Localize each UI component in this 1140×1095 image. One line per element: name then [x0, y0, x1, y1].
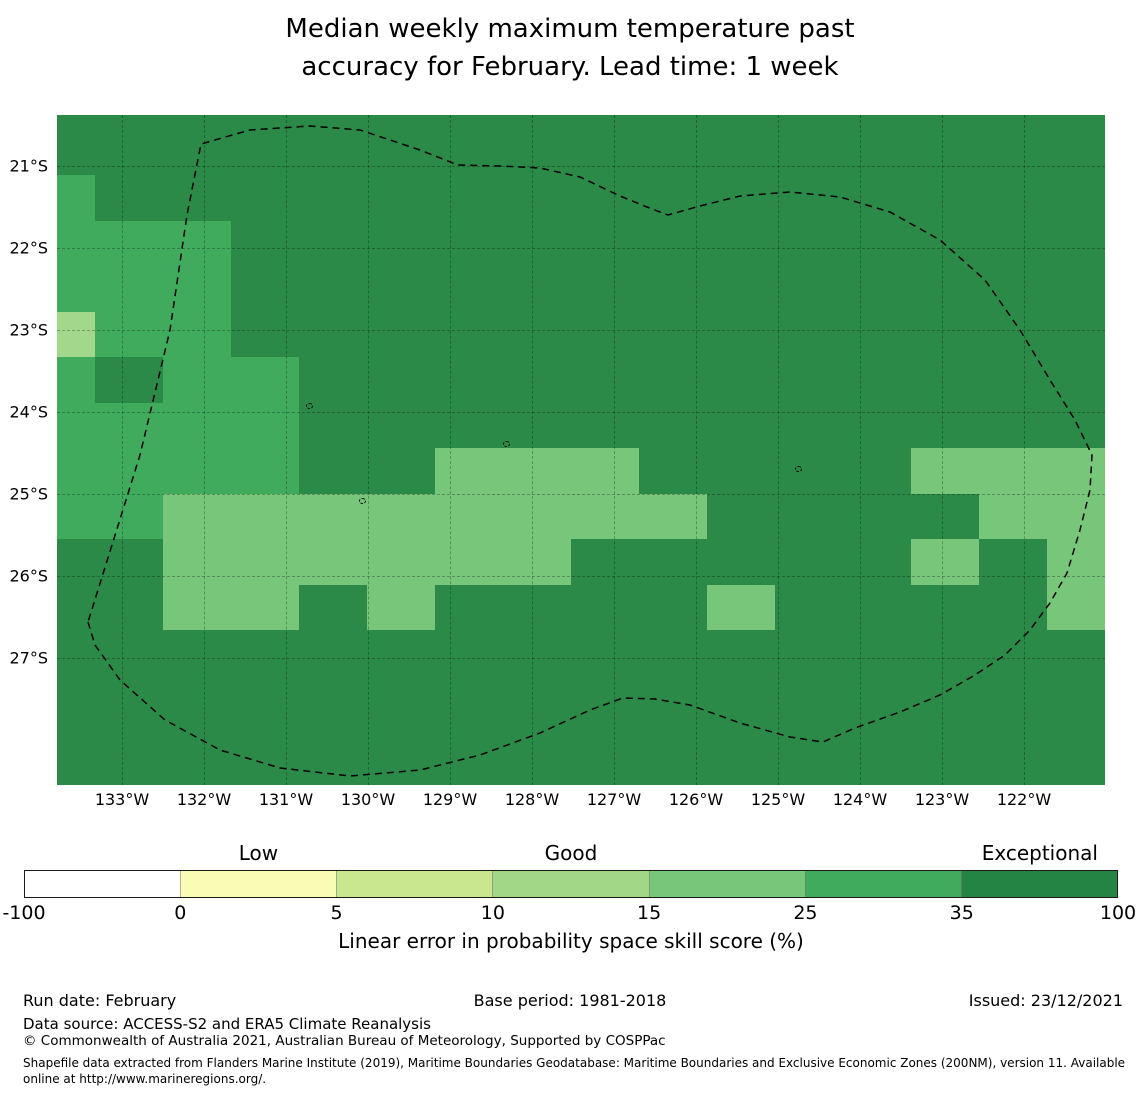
x-axis-tick-label: 122°W: [996, 790, 1052, 809]
x-axis-tick-label: 130°W: [340, 790, 396, 809]
map-cell: [95, 403, 163, 539]
x-axis-tick-label: 132°W: [176, 790, 232, 809]
x-axis-tick-label: 123°W: [914, 790, 970, 809]
map-cell: [1047, 539, 1105, 630]
colorbar-tick-label: 5: [330, 902, 343, 924]
x-axis-tick-label: 127°W: [586, 790, 642, 809]
x-axis-tick-label: 125°W: [750, 790, 806, 809]
map-area: [57, 115, 1105, 785]
shapefile-credit-line-2: online at http://www.marineregions.org/.: [23, 1072, 267, 1086]
y-axis-tick-label: 26°S: [9, 566, 48, 586]
colorbar-class-label: Exceptional: [981, 841, 1098, 865]
graticule-parallel: [57, 412, 1105, 413]
graticule-parallel: [57, 658, 1105, 659]
colorbar-segment: [336, 871, 493, 897]
colorbar-class-label: Good: [544, 841, 598, 865]
base-period-text: Base period: 1981-2018: [473, 991, 667, 1010]
graticule-parallel: [57, 248, 1105, 249]
map-cell: [163, 357, 299, 494]
graticule-meridian: [204, 115, 205, 785]
graticule-meridian: [942, 115, 943, 785]
colorbar-segment: [492, 871, 649, 897]
eez-boundary-layer: [87, 125, 1093, 777]
colorbar-segment: [180, 871, 337, 897]
x-axis-tick-label: 129°W: [422, 790, 478, 809]
colorbar-tick-label: -100: [2, 902, 46, 924]
colorbar-segment: [648, 871, 805, 897]
graticule-meridian: [532, 115, 533, 785]
graticule-meridian: [286, 115, 287, 785]
x-axis-tick-label: 128°W: [504, 790, 560, 809]
island-outline-marker: [306, 403, 313, 409]
map-cell: [95, 221, 231, 357]
graticule-parallel: [57, 494, 1105, 495]
map-cell: [57, 175, 95, 312]
graticule-meridian: [368, 115, 369, 785]
graticule-meridian: [450, 115, 451, 785]
graticule-parallel: [57, 330, 1105, 331]
shapefile-credit-line-1: Shapefile data extracted from Flanders M…: [23, 1056, 1126, 1070]
map-cell: [911, 539, 979, 585]
graticule-meridian: [1024, 115, 1025, 785]
map-cell: [57, 312, 95, 357]
colorbar-tick-label: 10: [480, 902, 505, 924]
run-date-text: Run date: February: [23, 991, 177, 1010]
graticule-meridian: [778, 115, 779, 785]
map-cell: [299, 494, 367, 585]
x-axis-tick-label: 133°W: [94, 790, 150, 809]
y-axis-tick-label: 21°S: [9, 156, 48, 176]
data-source-text: Data source: ACCESS-S2 and ERA5 Climate …: [23, 1015, 431, 1033]
title-line-2: accuracy for February. Lead time: 1 week: [301, 52, 839, 82]
map-cell: [163, 494, 299, 630]
colorbar-tick-label: 0: [174, 902, 187, 924]
y-axis-tick-label: 24°S: [9, 402, 48, 422]
graticule-parallel: [57, 166, 1105, 167]
map-cell: [911, 448, 1105, 494]
copyright-text: © Commonwealth of Australia 2021, Austra…: [23, 1033, 666, 1049]
map-cell: [707, 585, 775, 630]
x-axis-tick-label: 124°W: [832, 790, 888, 809]
colorbar-tick-label: 15: [637, 902, 662, 924]
colorbar-tick-label: 35: [949, 902, 974, 924]
colorbar-tick-label: 25: [793, 902, 818, 924]
map-cell: [367, 494, 435, 630]
x-axis-tick-label: 131°W: [258, 790, 314, 809]
colorbar-segment: [804, 871, 961, 897]
colorbar-segment: [960, 871, 1117, 897]
island-outline-marker: [359, 498, 366, 504]
y-axis-tick-label: 22°S: [9, 238, 48, 258]
colorbar-tick-label: 100: [1099, 902, 1137, 924]
map-cell: [57, 357, 95, 539]
colorbar-segment: [25, 871, 181, 897]
eez-boundary-outline: [87, 125, 1093, 777]
issued-date-text: Issued: 23/12/2021: [968, 991, 1123, 1010]
graticule-meridian: [860, 115, 861, 785]
graticule-meridian: [696, 115, 697, 785]
graticule-meridian: [614, 115, 615, 785]
map-cell: [639, 494, 707, 539]
island-outline-marker: [795, 466, 802, 472]
graticule-parallel: [57, 576, 1105, 577]
x-axis-tick-label: 126°W: [668, 790, 724, 809]
y-axis-tick-label: 27°S: [9, 648, 48, 668]
colorbar: [24, 870, 1118, 898]
page-title: Median weekly maximum temperature past a…: [0, 10, 1140, 86]
y-axis-tick-label: 25°S: [9, 484, 48, 504]
colorbar-class-label: Low: [238, 841, 279, 865]
map-cell: [435, 448, 571, 585]
map-cell: [571, 448, 639, 539]
y-axis-tick-label: 23°S: [9, 320, 48, 340]
title-line-1: Median weekly maximum temperature past: [285, 14, 855, 44]
colorbar-title: Linear error in probability space skill …: [338, 929, 804, 953]
island-outline-marker: [503, 441, 510, 447]
graticule-meridian: [122, 115, 123, 785]
